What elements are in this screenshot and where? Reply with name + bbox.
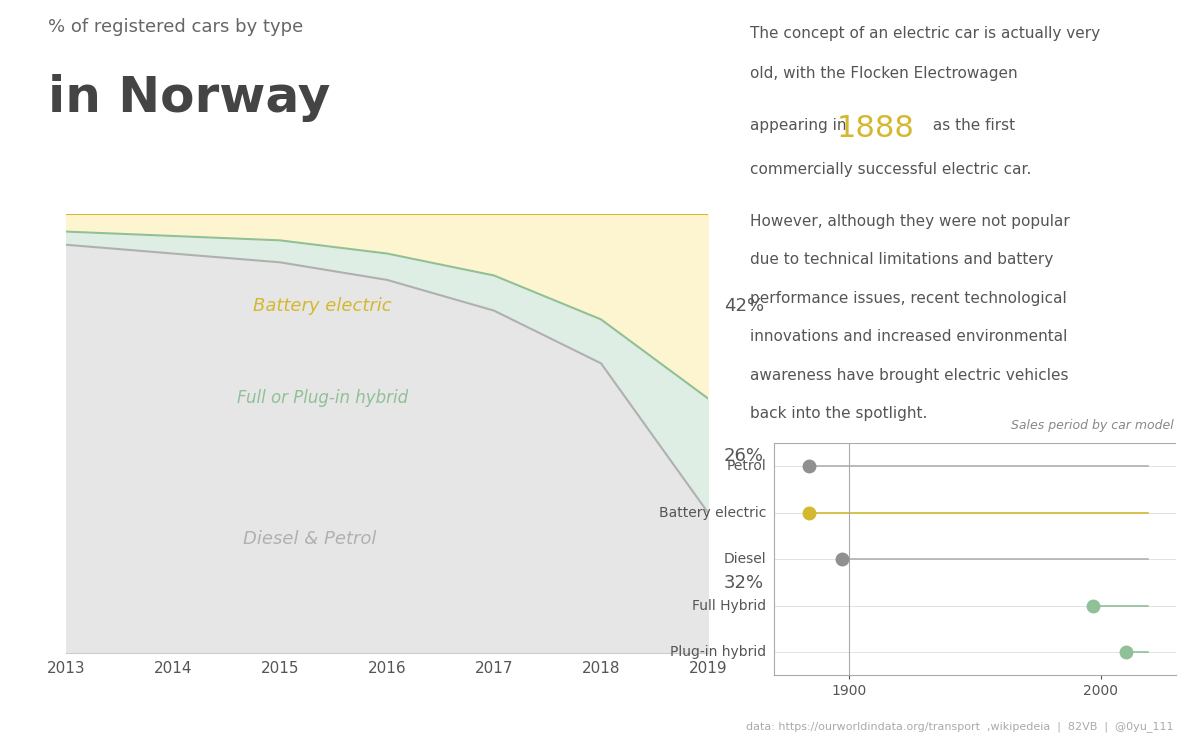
Text: Full Hybrid: Full Hybrid	[692, 599, 766, 613]
Text: innovations and increased environmental: innovations and increased environmental	[750, 329, 1067, 344]
Text: Sales period by car model: Sales period by car model	[1010, 418, 1174, 432]
Text: 32%: 32%	[724, 574, 764, 592]
Text: appearing in: appearing in	[750, 118, 851, 133]
Text: Full or Plug-in hybrid: Full or Plug-in hybrid	[238, 390, 408, 407]
Text: old, with the Flocken Electrowagen: old, with the Flocken Electrowagen	[750, 66, 1018, 81]
Text: awareness have brought electric vehicles: awareness have brought electric vehicles	[750, 368, 1068, 382]
Text: back into the spotlight.: back into the spotlight.	[750, 406, 928, 421]
Text: data: https://ourworldindata.org/transport  ,wikipedeia  |  82VB  |  @0yu_111: data: https://ourworldindata.org/transpo…	[746, 721, 1174, 732]
Text: 26%: 26%	[724, 446, 764, 464]
Text: The concept of an electric car is actually very: The concept of an electric car is actual…	[750, 26, 1100, 41]
Text: However, although they were not popular: However, although they were not popular	[750, 214, 1069, 229]
Text: 1888: 1888	[836, 114, 914, 143]
Text: commercially successful electric car.: commercially successful electric car.	[750, 162, 1031, 177]
Text: Battery electric: Battery electric	[659, 506, 766, 520]
Text: Plug-in hybrid: Plug-in hybrid	[670, 645, 766, 659]
Text: as the first: as the first	[928, 118, 1015, 133]
Text: Diesel: Diesel	[724, 552, 766, 566]
Text: in Norway: in Norway	[48, 74, 330, 122]
Text: Battery electric: Battery electric	[253, 297, 392, 315]
Text: due to technical limitations and battery: due to technical limitations and battery	[750, 252, 1054, 267]
Text: 42%: 42%	[724, 297, 764, 315]
Text: Petrol: Petrol	[726, 459, 766, 473]
Text: % of registered cars by type: % of registered cars by type	[48, 18, 304, 36]
Text: Diesel & Petrol: Diesel & Petrol	[244, 530, 377, 548]
Text: performance issues, recent technological: performance issues, recent technological	[750, 291, 1067, 306]
